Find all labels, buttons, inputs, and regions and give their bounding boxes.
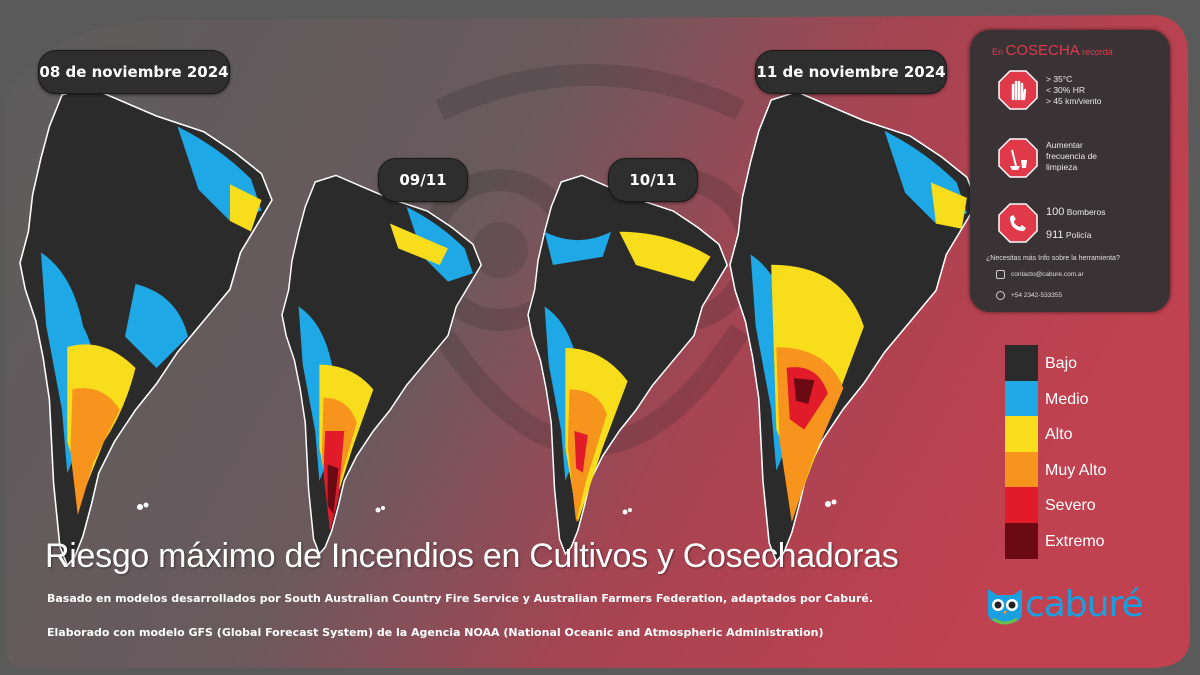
- emergency-policia: 911 Policía: [1046, 229, 1092, 241]
- legend-label: Bajo: [1045, 355, 1078, 372]
- logo-text: caburé: [1025, 583, 1144, 625]
- legend-item: Bajo: [1005, 345, 1175, 381]
- info-question: ¿Necesitas más Info sobre la herramienta…: [986, 255, 1120, 262]
- email-icon: [996, 270, 1005, 279]
- contact-email[interactable]: contacto@cabure.com.ar: [996, 270, 1084, 279]
- legend-item: Severo: [1005, 487, 1175, 523]
- legend-swatch: [1005, 380, 1038, 417]
- info-title: En COSECHA recordá: [992, 42, 1113, 59]
- legend-label: Muy Alto: [1045, 461, 1107, 479]
- legend-swatch: [1005, 522, 1038, 559]
- legend-item: Muy Alto: [1005, 451, 1175, 488]
- legend-label: Extremo: [1045, 532, 1105, 550]
- subtitle-gfs: Elaborado con modelo GFS (Global Forecas…: [47, 626, 824, 639]
- harvest-info-panel: En COSECHA recordá > 35°C < 30% HR > 45 …: [970, 30, 1170, 312]
- map-10-nov: [527, 174, 728, 555]
- date-label-09-11: 09/11: [378, 158, 468, 202]
- rule-cleaning: Aumentar frecuencia de limpieza: [1046, 140, 1098, 172]
- legend-label: Severo: [1045, 497, 1096, 514]
- date-label-11-nov: 11 de noviembre 2024: [755, 50, 947, 94]
- legend-item: Medio: [1005, 380, 1175, 417]
- contact-whatsapp[interactable]: +54 2342-533355: [996, 291, 1062, 300]
- map-08-nov: [19, 85, 273, 567]
- legend-swatch: [1005, 487, 1038, 523]
- rule-conditions: > 35°C < 30% HR > 45 km/viento: [1046, 74, 1102, 106]
- legend-item: Alto: [1005, 416, 1175, 452]
- date-label-08-nov: 08 de noviembre 2024: [38, 50, 230, 94]
- map-09-nov: [281, 174, 482, 555]
- subtitle-models: Basado en modelos desarrollados por Sout…: [47, 592, 874, 605]
- main-title: Riesgo máximo de Incendios en Cultivos y…: [45, 537, 899, 575]
- owl-logo-icon: [988, 589, 1022, 625]
- islands: [137, 499, 837, 515]
- map-11-nov: [729, 90, 978, 563]
- legend-swatch: [1005, 451, 1038, 488]
- legend-item: Extremo: [1005, 522, 1175, 559]
- legend-swatch: [1005, 416, 1038, 452]
- whatsapp-icon: [996, 291, 1005, 300]
- legend-swatch: [1005, 345, 1038, 381]
- cabure-logo: caburé: [985, 583, 1144, 625]
- legend-label: Medio: [1045, 390, 1089, 408]
- broom-bucket-icon: [998, 138, 1038, 178]
- stop-hand-icon: [998, 70, 1038, 110]
- emergency-bomberos: 100 Bomberos: [1046, 206, 1106, 218]
- date-label-10-11: 10/11: [608, 158, 698, 202]
- legend-label: Alto: [1045, 426, 1073, 443]
- phone-icon: [998, 203, 1038, 243]
